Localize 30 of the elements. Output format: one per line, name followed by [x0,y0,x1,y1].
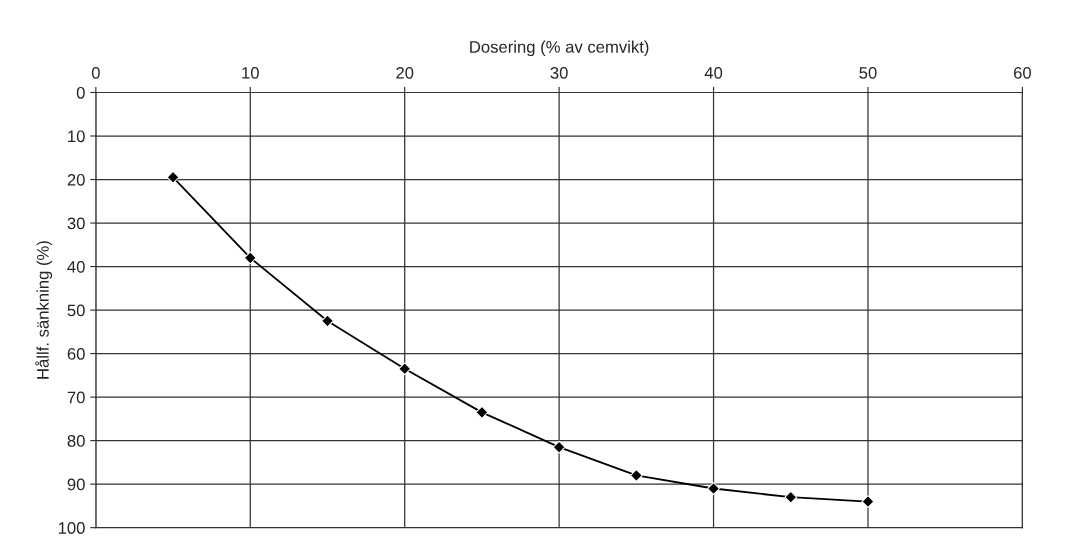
x-tick-label: 10 [242,66,259,79]
point [475,405,489,419]
point [321,314,334,328]
point [861,495,875,508]
point [243,251,257,265]
point [398,362,412,376]
x-tick-label: 20 [396,66,414,79]
x-tick-label: 0 [91,66,100,79]
y-tick-label: 50 [67,304,85,317]
point [552,440,566,454]
x-tick-label: 30 [550,66,568,79]
x-axis-title: Dosering (% av cemvikt) [470,40,649,57]
y-tick-label: 90 [67,478,85,491]
y-tick-label: 40 [67,260,85,273]
x-tick-label: 50 [859,66,877,79]
x-tick-label: 60 [1013,66,1032,79]
y-axis-title: Hållf. sänkning (%) [35,241,53,379]
y-tick-label: 0 [76,86,85,99]
y-tick-label: 20 [67,173,85,186]
y-tick-label: 30 [67,217,85,230]
y-tick-label: 70 [67,391,85,404]
point [784,490,798,504]
y-tick-label: 100 [58,522,85,534]
y-tick-label: 10 [68,130,85,143]
y-tick-label: 60 [67,348,85,360]
y-tick-label: 80 [67,435,85,447]
point [707,482,720,495]
point [629,469,643,482]
x-tick-label: 40 [704,66,723,79]
point [166,170,180,184]
